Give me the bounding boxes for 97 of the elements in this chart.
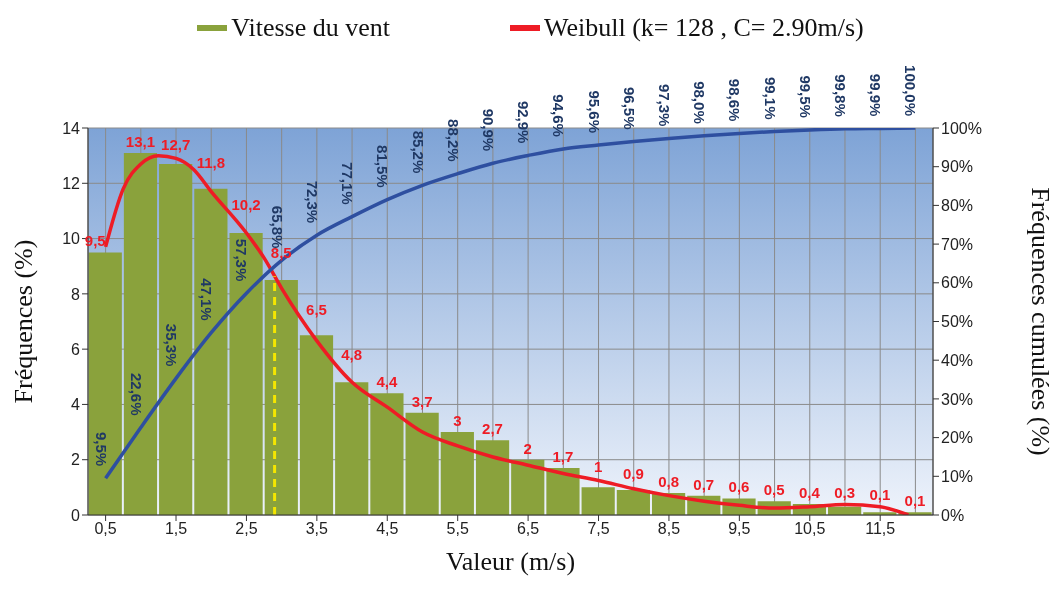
y-tick-label: 0: [71, 506, 81, 524]
bar: [581, 487, 615, 515]
data-label: 0,1: [869, 485, 891, 503]
x-tick-label: 6,5: [516, 520, 540, 538]
y-tick-label: 2: [71, 451, 81, 469]
y-axis-title: Fréquences (%): [9, 239, 39, 404]
legend-label: Weibull (k= 128 , C= 2.90m/s): [544, 13, 864, 43]
x-tick-label: 11,5: [865, 520, 896, 538]
x-tick-label: 1,5: [164, 520, 188, 538]
y2-tick-label: 100%: [941, 119, 982, 137]
y-tick-label: 6: [71, 340, 81, 358]
bar: [546, 468, 580, 515]
y-tick-label: 8: [71, 285, 81, 303]
y2-tick-label: 20%: [941, 429, 974, 447]
y2-tick-label: 70%: [941, 235, 974, 253]
y2-tick-label: 30%: [941, 390, 974, 408]
data-label: 92,9%: [515, 100, 533, 144]
data-label: 10,2: [231, 196, 261, 214]
data-label: 22,6%: [127, 372, 145, 416]
x-axis-title: Valeur (m/s): [445, 547, 576, 576]
bar: [88, 252, 122, 515]
y2-tick-label: 60%: [941, 274, 974, 292]
data-label: 100,0%: [902, 65, 920, 116]
data-label: 3,7: [411, 392, 433, 410]
data-label: 3: [453, 412, 462, 430]
data-label: 0,4: [798, 483, 821, 501]
bar: [159, 163, 193, 515]
data-label: 97,3%: [655, 83, 673, 127]
data-label: 11,8: [196, 153, 226, 171]
data-label: 95,6%: [585, 90, 603, 134]
data-label: 77,1%: [339, 162, 357, 205]
y-tick-label: 14: [62, 119, 81, 137]
data-label: 13,1: [125, 132, 156, 150]
data-label: 57,3%: [233, 238, 251, 282]
data-label: 2,7: [482, 420, 503, 438]
x-tick-label: 9,5: [728, 520, 751, 538]
bar: [370, 393, 404, 515]
y2-tick-label: 0%: [941, 506, 965, 524]
bar: [616, 490, 650, 515]
data-label: 0,1: [904, 492, 926, 510]
data-label: 1: [594, 457, 603, 475]
legend-label: Vitesse du vent: [231, 13, 391, 43]
data-label: 85,2%: [409, 130, 427, 174]
data-label: 0,3: [834, 484, 856, 502]
x-tick-label: 2,5: [235, 520, 258, 538]
data-label: 2: [523, 439, 532, 457]
data-label: 4,8: [341, 345, 363, 363]
y-tick-label: 4: [71, 396, 81, 414]
y-tick-label: 10: [62, 230, 81, 248]
data-label: 0,7: [693, 475, 715, 493]
data-label: 9,5%: [92, 432, 110, 467]
x-tick-label: 4,5: [376, 520, 399, 538]
bar: [511, 459, 545, 515]
x-tick-label: 10,5: [794, 520, 826, 538]
y2-tick-label: 50%: [941, 313, 974, 331]
bar: [229, 233, 263, 515]
data-label: 12,7: [161, 136, 191, 154]
bar: [405, 412, 439, 515]
y2-tick-label: 80%: [941, 197, 974, 215]
y2-tick-label: 40%: [941, 351, 974, 369]
x-tick-label: 3,5: [305, 520, 329, 538]
data-label: 90,9%: [479, 108, 497, 152]
data-label: 81,5%: [374, 145, 392, 188]
data-label: 0,6: [728, 478, 750, 496]
bar: [335, 382, 369, 515]
y2-tick-label: 10%: [941, 467, 974, 485]
x-tick-label: 8,5: [657, 520, 681, 538]
data-label: 99,8%: [832, 74, 850, 117]
data-label: 99,9%: [867, 73, 885, 117]
data-label: 98,0%: [691, 81, 709, 124]
data-label: 1,7: [552, 448, 574, 466]
data-label: 88,2%: [444, 119, 462, 162]
data-label: 6,5: [306, 300, 327, 318]
x-tick-label: 5,5: [446, 520, 469, 538]
data-label: 96,5%: [620, 87, 638, 130]
bar: [123, 152, 158, 515]
data-label: 47,1%: [198, 278, 216, 321]
bar: [299, 335, 334, 515]
x-tick-label: 7,5: [587, 520, 610, 538]
x-tick-label: 0,5: [94, 520, 117, 538]
data-label: 35,3%: [163, 323, 181, 367]
bar: [475, 440, 510, 515]
bar: [194, 188, 228, 515]
data-label: 98,6%: [726, 78, 744, 122]
data-label: 99,5%: [796, 75, 814, 118]
data-label: 0,9: [622, 465, 644, 483]
y2-axis-title: Fréquences cumulées (%): [1025, 187, 1055, 456]
bar: [264, 280, 298, 515]
y-tick-label: 12: [62, 174, 81, 192]
data-label: 99,1%: [761, 76, 779, 120]
data-label: 94,6%: [550, 94, 568, 137]
data-label: 4,4: [376, 373, 398, 391]
data-label: 0,8: [658, 472, 680, 490]
bar: [440, 432, 474, 515]
data-label: 0,5: [763, 481, 785, 499]
y2-tick-label: 90%: [941, 158, 974, 176]
data-label: 72,3%: [303, 180, 321, 224]
